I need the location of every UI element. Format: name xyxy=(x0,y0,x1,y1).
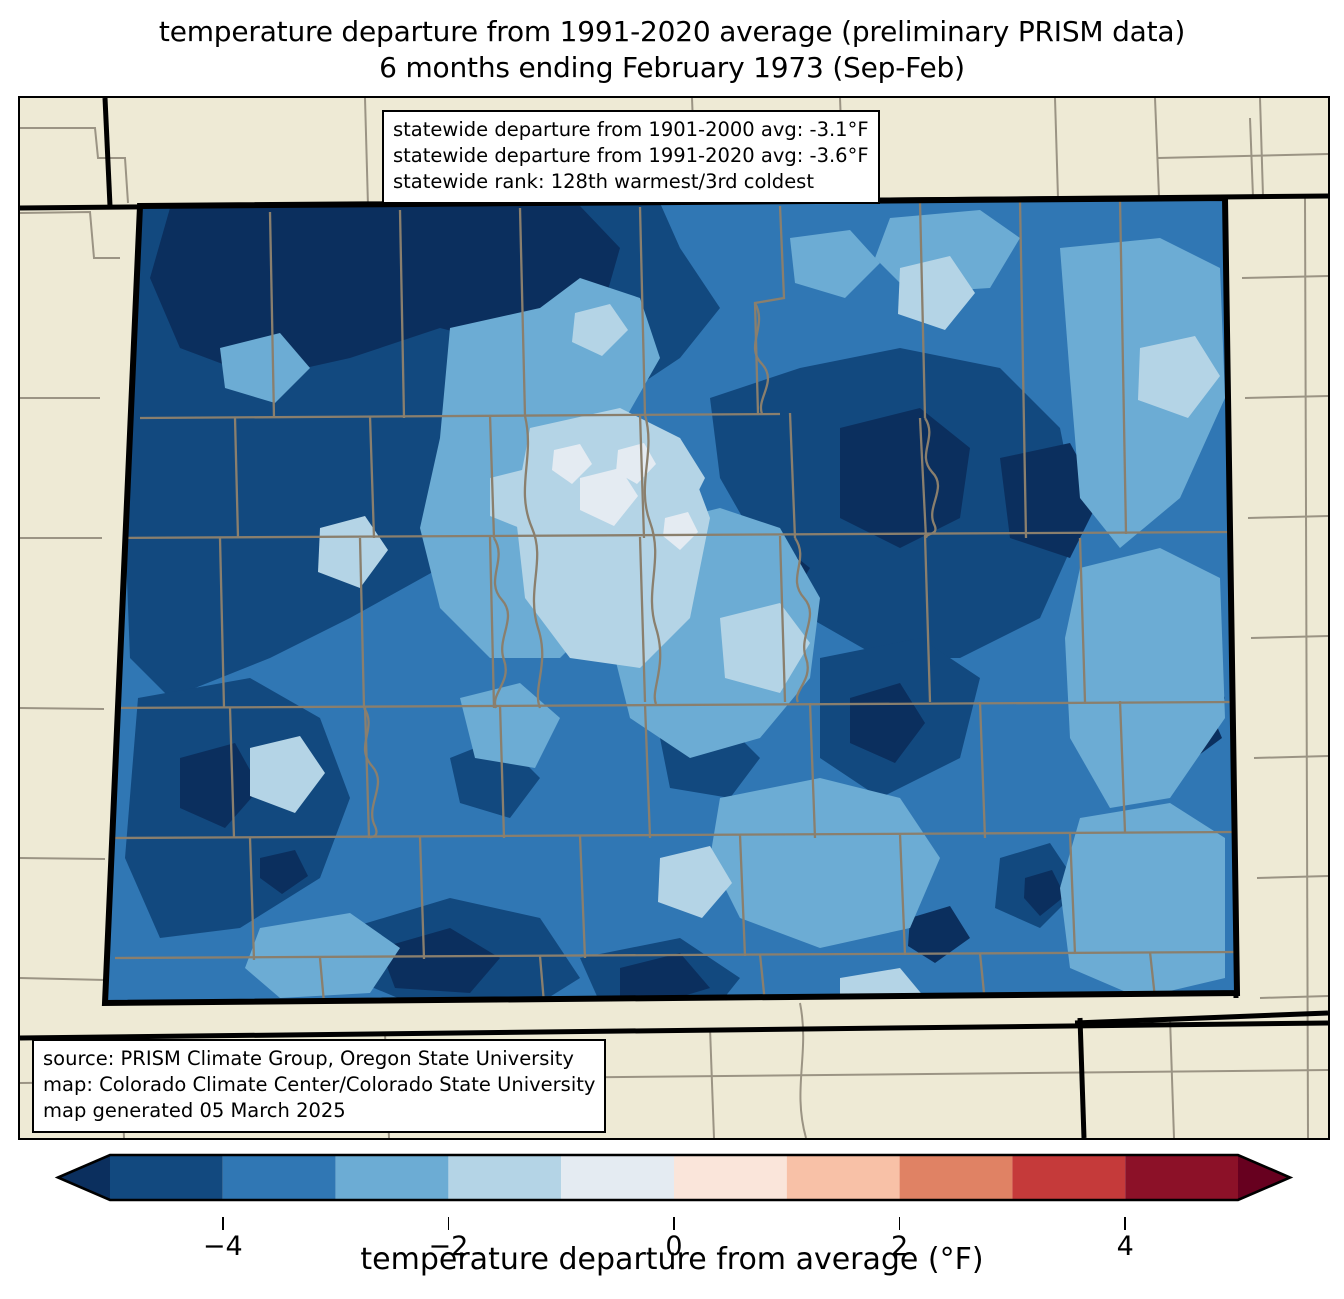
stats-line-3: statewide rank: 128th warmest/3rd coldes… xyxy=(393,170,814,193)
stats-line-1: statewide departure from 1901-2000 avg: … xyxy=(393,118,869,141)
colorbar-outline xyxy=(54,1153,1294,1202)
colorbar-tick-mark xyxy=(673,1217,675,1230)
colorbar-band xyxy=(674,1155,787,1200)
source-line-1: source: PRISM Climate Group, Oregon Stat… xyxy=(43,1047,574,1070)
colorbar-band xyxy=(222,1155,336,1200)
source-line-2: map: Colorado Climate Center/Colorado St… xyxy=(43,1073,596,1096)
colorbar-band xyxy=(448,1155,562,1200)
colorbar-band xyxy=(335,1155,449,1200)
colorbar-tick-label: 0 xyxy=(665,1231,683,1262)
colorbar-tick-mark xyxy=(1124,1217,1126,1230)
title-line-1: temperature departure from 1991-2020 ave… xyxy=(158,15,1186,48)
colorbar-band xyxy=(1125,1155,1238,1200)
colorbar: −4 −2 0 2 4 xyxy=(0,1145,1344,1299)
colorado-temperature-departure-map xyxy=(20,98,1328,1138)
source-line-3: map generated 05 March 2025 xyxy=(43,1099,346,1122)
colorbar-tick-group: −4 −2 0 2 4 xyxy=(0,1217,1344,1262)
colorbar-tick-label: −4 xyxy=(202,1231,243,1262)
colorbar-axis-label: temperature departure from average (°F) xyxy=(360,1242,984,1277)
colorbar-swatches xyxy=(54,1153,1294,1202)
colorbar-band xyxy=(899,1155,1013,1200)
colorbar-band xyxy=(561,1155,674,1200)
statewide-stats-box: statewide departure from 1901-2000 avg: … xyxy=(382,110,880,204)
colorbar-band xyxy=(110,1155,223,1200)
colorbar-under-arrow xyxy=(58,1155,110,1200)
stats-line-2: statewide departure from 1991-2020 avg: … xyxy=(393,144,869,167)
page-title: temperature departure from 1991-2020 ave… xyxy=(0,14,1344,86)
colorbar-tick-label: 2 xyxy=(891,1231,909,1262)
title-line-2: 6 months ending February 1973 (Sep-Feb) xyxy=(379,51,965,84)
colorbar-tick-mark xyxy=(222,1217,224,1230)
colorbar-band xyxy=(1012,1155,1126,1200)
colorbar-over-arrow xyxy=(1238,1155,1290,1200)
colorbar-tick-mark xyxy=(447,1217,450,1230)
colorbar-tick-mark xyxy=(898,1217,901,1230)
map-panel xyxy=(18,96,1330,1140)
colorbar-tick-label: −2 xyxy=(428,1231,469,1262)
colorbar-band xyxy=(786,1155,900,1200)
colorbar-band-group xyxy=(58,1155,1290,1200)
temperature-departure-contours xyxy=(105,198,1237,1003)
colorado-county-lines xyxy=(105,198,1237,1003)
map-background-layer xyxy=(20,98,1328,1138)
source-credits-box: source: PRISM Climate Group, Oregon Stat… xyxy=(32,1039,607,1133)
colorbar-tick-label: 4 xyxy=(1116,1231,1134,1262)
colorbar-border xyxy=(54,1153,1294,1202)
